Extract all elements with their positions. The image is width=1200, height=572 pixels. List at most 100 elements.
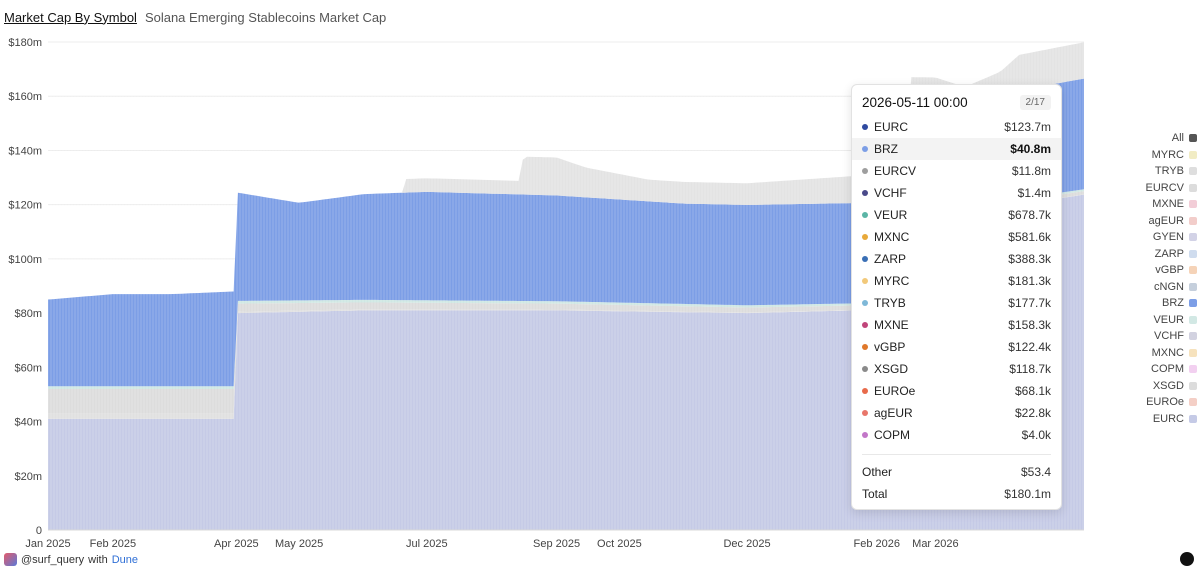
legend-label: EUROe (1146, 396, 1184, 409)
legend-label: ZARP (1154, 247, 1184, 260)
tooltip-series-name: VCHF (874, 186, 907, 200)
series-dot-icon (862, 432, 868, 438)
series-dot-icon (862, 366, 868, 372)
x-tick-label: May 2025 (275, 538, 323, 550)
tooltip-row: ZARP $388.3k (852, 248, 1061, 270)
y-tick-label: $80m (14, 308, 42, 320)
legend-swatch-icon (1189, 398, 1197, 407)
x-tick-label: Oct 2025 (597, 538, 642, 550)
bar-texture (47, 42, 1084, 530)
y-tick-label: $20m (14, 471, 42, 483)
tooltip-row: COPM $4.0k (852, 424, 1061, 446)
legend-item[interactable]: EURCV (1145, 180, 1197, 197)
series-dot-icon (862, 146, 868, 152)
tooltip-series-value: $4.0k (1021, 428, 1051, 442)
legend-label: XSGD (1152, 379, 1184, 392)
tooltip-series-name: MXNE (874, 318, 909, 332)
series-dot-icon (862, 190, 868, 196)
tooltip-row: VEUR $678.7k (852, 204, 1061, 226)
footer-handle[interactable]: @surf_query (21, 553, 85, 566)
series-area-brz (48, 78, 1084, 387)
legend-item[interactable]: agEUR (1145, 213, 1197, 230)
legend-label: VCHF (1154, 330, 1184, 343)
footer-with: with (88, 553, 108, 566)
y-tick-label: $180m (8, 37, 42, 49)
tooltip-page-indicator[interactable]: 2/17 (1019, 95, 1051, 110)
legend-label: TRYB (1154, 165, 1184, 178)
legend-item[interactable]: MXNE (1145, 196, 1197, 213)
tooltip-series-name: EURC (874, 120, 909, 134)
tooltip-row: MYRC $181.3k (852, 270, 1061, 292)
chart-tooltip: 2026-05-11 00:00 2/17 EURC $123.7m BRZ $40.… (851, 84, 1062, 510)
legend-item[interactable]: MYRC (1145, 147, 1197, 164)
legend-item[interactable]: vGBP (1145, 262, 1197, 279)
tooltip-series-value: $181.3k (1008, 274, 1051, 288)
series-dot-icon (862, 300, 868, 306)
dune-logo-icon[interactable] (1180, 552, 1194, 566)
user-avatar-icon (4, 553, 17, 566)
footer-brand-link[interactable]: Dune (111, 553, 138, 566)
tooltip-row: EURCV $11.8m (852, 160, 1061, 182)
x-tick-label: Feb 2026 (854, 538, 900, 550)
legend-label: EURCV (1145, 181, 1184, 194)
tooltip-series-value: $581.6k (1008, 230, 1051, 244)
legend-swatch-icon (1189, 299, 1197, 308)
tooltip-series-value: $678.7k (1008, 208, 1051, 222)
legend-item[interactable]: ZARP (1145, 246, 1197, 263)
legend-item[interactable]: VEUR (1145, 312, 1197, 329)
legend-swatch-icon (1189, 167, 1197, 176)
chart-legend: All MYRC TRYB EURCV MXNE agEUR GYEN ZARP vGBP cNG… (1145, 130, 1197, 427)
legend-item[interactable]: BRZ (1145, 295, 1197, 312)
tooltip-series-value: $122.4k (1008, 340, 1051, 354)
legend-label: MXNE (1152, 198, 1184, 211)
legend-item[interactable]: EUROe (1145, 394, 1197, 411)
legend-label: BRZ (1162, 297, 1184, 310)
tooltip-series-name: COPM (874, 428, 910, 442)
tooltip-series-name: TRYB (874, 296, 906, 310)
legend-swatch-icon (1189, 216, 1197, 225)
tooltip-series-value: $68.1k (1014, 384, 1051, 398)
legend-swatch-icon (1189, 266, 1197, 275)
tooltip-series-name: EUROe (874, 384, 916, 398)
tooltip-series-value: $1.4m (1017, 186, 1051, 200)
legend-item[interactable]: VCHF (1145, 328, 1197, 345)
x-tick-label: Mar 2026 (912, 538, 958, 550)
legend-label: agEUR (1148, 214, 1184, 227)
y-tick-label: $60m (14, 362, 42, 374)
legend-swatch-icon (1189, 282, 1197, 291)
series-area-eurcv (48, 191, 1084, 414)
tooltip-row: agEUR $22.8k (852, 402, 1061, 424)
series-dot-icon (862, 256, 868, 262)
legend-item[interactable]: XSGD (1145, 378, 1197, 395)
series-dot-icon (862, 124, 868, 130)
tooltip-divider (862, 454, 1051, 455)
legend-swatch-icon (1189, 134, 1197, 143)
legend-swatch-icon (1189, 381, 1197, 390)
legend-item[interactable]: EURC (1145, 411, 1197, 428)
chart-title-link[interactable]: Market Cap By Symbol (4, 9, 137, 25)
legend-item[interactable]: MXNC (1145, 345, 1197, 362)
legend-item[interactable]: GYEN (1145, 229, 1197, 246)
tooltip-total-row: Total $180.1m (852, 483, 1061, 505)
tooltip-series-name: MXNC (874, 230, 910, 244)
legend-item[interactable]: cNGN (1145, 279, 1197, 296)
y-tick-label: $140m (8, 145, 42, 157)
legend-item[interactable]: TRYB (1145, 163, 1197, 180)
x-tick-label: Feb 2025 (90, 538, 136, 550)
tooltip-series-value: $388.3k (1008, 252, 1051, 266)
footer-attribution: @surf_query with Dune (4, 553, 138, 566)
legend-item[interactable]: All (1145, 130, 1197, 147)
tooltip-series-value: $11.8m (1011, 164, 1051, 178)
series-dot-icon (862, 388, 868, 394)
tooltip-series-value: $177.7k (1008, 296, 1051, 310)
y-tick-label: $100m (8, 254, 42, 266)
legend-label: All (1171, 132, 1184, 145)
legend-label: COPM (1151, 363, 1184, 376)
legend-swatch-icon (1189, 200, 1197, 209)
tooltip-other-value: $53.4 (1020, 465, 1051, 479)
y-tick-label: $40m (14, 417, 42, 429)
tooltip-total-value: $180.1m (1004, 487, 1051, 501)
legend-item[interactable]: COPM (1145, 361, 1197, 378)
series-area-other (48, 42, 1084, 300)
